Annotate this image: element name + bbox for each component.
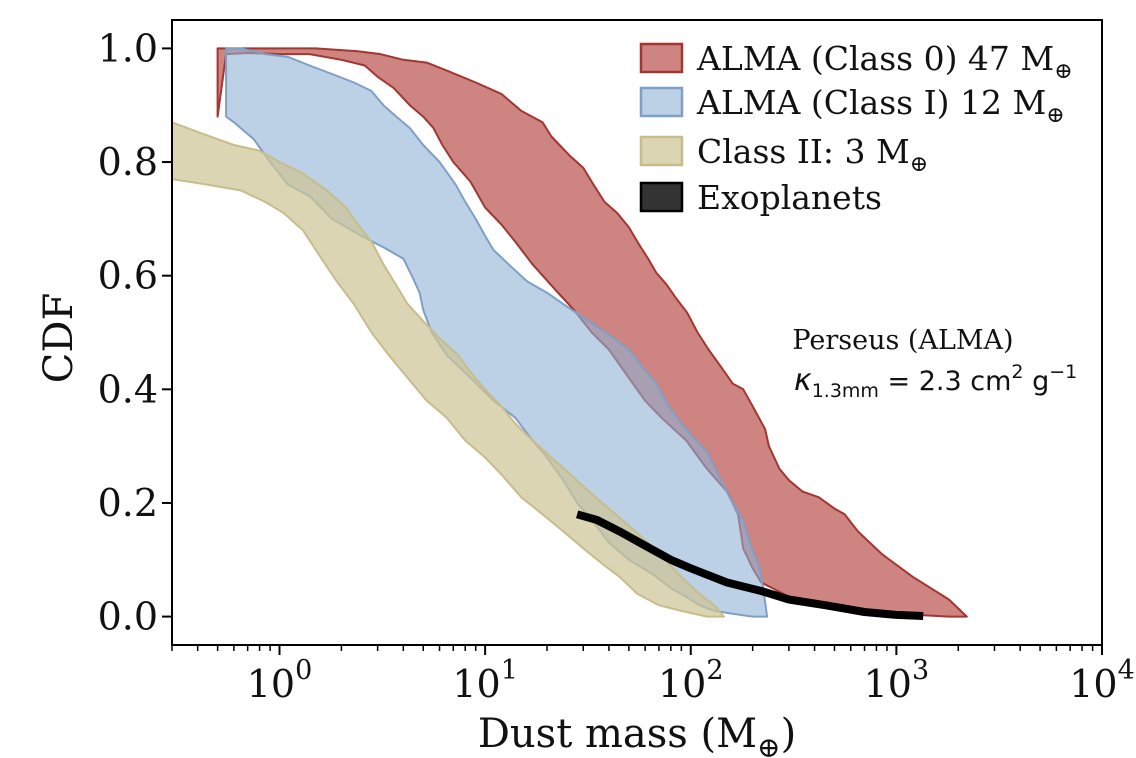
legend-swatch-1 [639, 86, 684, 118]
series-band-2 [172, 121, 725, 618]
y-axis-label: CDF [36, 293, 82, 383]
x-tick-label-4: 104 [1069, 655, 1135, 706]
x-tick-label-2: 102 [658, 655, 724, 706]
legend-label-3: Exoplanets [697, 178, 882, 217]
y-tick-label-0: 0.0 [98, 595, 158, 639]
y-tick-label-3: 0.6 [98, 254, 158, 298]
exoplanets-line [575, 510, 924, 620]
series-group [172, 47, 968, 620]
legend-swatch-0 [639, 42, 684, 74]
y-tick-label-5: 1.0 [98, 26, 158, 70]
legend-label-2: Class II: 3 M⊕ [697, 132, 928, 177]
legend-label-1: ALMA (Class I) 12 M⊕ [696, 83, 1065, 128]
x-tick-label-3: 103 [864, 655, 930, 706]
y-tick-label-1: 0.2 [98, 481, 158, 525]
annotation-kappa: κ1.3mm = 2.3 cm2 g−1 [794, 361, 1077, 402]
x-tick-label-1: 101 [452, 655, 518, 706]
legend-swatch-2 [639, 135, 684, 167]
x-tick-label-0: 100 [247, 655, 313, 706]
plot-frame [171, 19, 1103, 646]
y-tick-label-4: 0.8 [98, 140, 158, 184]
x-axis-label: Dust mass (M⊕) [478, 711, 796, 758]
annotation-title: Perseus (ALMA) [792, 325, 1013, 356]
series-band-1 [225, 47, 769, 618]
legend-label-0: ALMA (Class 0) 47 M⊕ [696, 39, 1073, 84]
y-tick-label-2: 0.4 [98, 367, 158, 411]
legend: ALMA (Class 0) 47 M⊕ALMA (Class I) 12 M⊕… [639, 39, 1073, 217]
legend-swatch-3 [639, 181, 684, 213]
